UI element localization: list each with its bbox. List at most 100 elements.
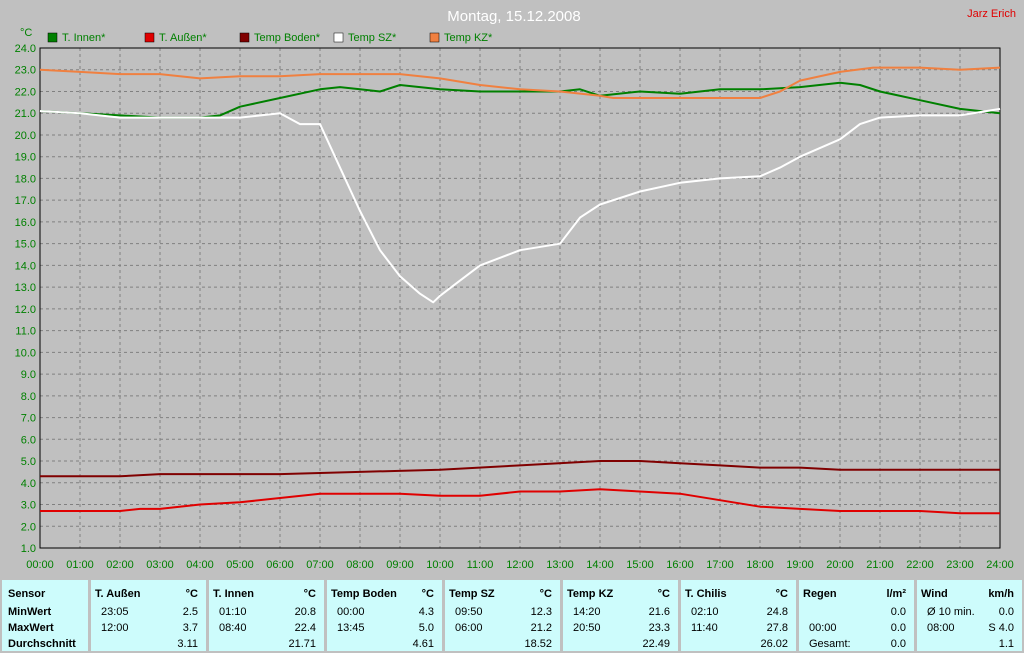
y-tick-label: 10.0: [15, 347, 36, 359]
stats-max-value: 21.2: [530, 622, 552, 634]
stats-max-value: S 4.0: [988, 622, 1014, 634]
x-tick-label: 04:00: [186, 559, 214, 571]
stats-max-time: 12:00: [101, 622, 129, 634]
legend-label: T. Außen*: [159, 32, 207, 44]
stats-sensor-header: Sensor: [8, 588, 46, 600]
stats-average: 22.49: [642, 638, 670, 650]
x-tick-label: 14:00: [586, 559, 614, 571]
stats-max-value: 5.0: [418, 622, 434, 634]
stats-column-header: Temp KZ: [567, 588, 614, 600]
stats-max-value: 27.8: [766, 622, 788, 634]
legend-swatch: [47, 32, 58, 43]
x-tick-label: 02:00: [106, 559, 134, 571]
legend: T. Innen* T. Außen* Temp Boden* Temp SZ* Tem…: [47, 32, 493, 44]
stats-min-time: 23:05: [101, 606, 129, 618]
stats-average: 4.61: [412, 638, 434, 650]
series-line-2: [40, 460, 1000, 478]
stats-column: Regen l/m² 0.0 00:00 0.0 Gesamt: 0.0: [799, 580, 914, 651]
legend-label: Temp Boden*: [254, 32, 321, 44]
x-tick-label: 13:00: [546, 559, 574, 571]
legend-label: T. Innen*: [62, 32, 106, 44]
y-tick-label: 22.0: [15, 86, 36, 98]
x-tick-label: 23:00: [946, 559, 974, 571]
stats-sensor-column: Sensor MinWert MaxWert Durchschnitt: [2, 580, 88, 651]
stats-column: T. Chilis °C 02:10 24.8 11:40 27.8 26.02: [681, 580, 796, 651]
stats-min-time: 01:10: [219, 606, 247, 618]
stats-column: Temp KZ °C 14:20 21.6 20:50 23.3 22.49: [563, 580, 678, 651]
stats-column-header: Temp SZ: [449, 588, 495, 600]
y-tick-label: 9.0: [21, 369, 36, 381]
stats-column: Temp SZ °C 09:50 12.3 06:00 21.2 18.52: [445, 580, 560, 651]
stats-max-time: 00:00: [809, 622, 837, 634]
x-tick-label: 05:00: [226, 559, 254, 571]
chart-title: Montag, 15.12.2008: [447, 8, 580, 25]
y-tick-label: 24.0: [15, 43, 36, 55]
stats-min-value: 21.6: [648, 606, 670, 618]
x-tick-label: 21:00: [866, 559, 894, 571]
x-tick-label: 11:00: [467, 559, 494, 571]
x-tick-label: 17:00: [706, 559, 734, 571]
x-tick-label: 08:00: [346, 559, 374, 571]
series-line-1: [40, 488, 1000, 515]
y-tick-label: 5.0: [21, 456, 36, 468]
stats-column: Temp Boden °C 00:00 4.3 13:45 5.0 4.61: [327, 580, 442, 651]
temperature-chart: Montag, 15.12.2008 Jarz Erich °C T. Inne…: [15, 8, 1016, 571]
y-tick-label: 11.0: [15, 326, 36, 338]
legend-swatch: [144, 32, 155, 43]
stats-max-time: 08:40: [219, 622, 247, 634]
stats-min-time: 02:10: [691, 606, 719, 618]
stats-max-time: 06:00: [455, 622, 483, 634]
y-tick-label: 17.0: [15, 195, 36, 207]
y-tick-label: 1.0: [21, 543, 36, 555]
stats-min-value: 0.0: [890, 606, 906, 618]
legend-swatch: [333, 32, 344, 43]
y-tick-label: 15.0: [15, 239, 36, 251]
stats-panel: Sensor MinWert MaxWert Durchschnitt T. A…: [0, 578, 1024, 653]
stats-min-value: 4.3: [418, 606, 434, 618]
grid: [40, 48, 1000, 548]
stats-column-unit: °C: [185, 588, 198, 600]
series-line-4: [39, 66, 1001, 99]
legend-swatch: [239, 32, 250, 43]
x-tick-label: 19:00: [786, 559, 814, 571]
stats-min-value: 0.0: [998, 606, 1014, 618]
stats-column-unit: °C: [421, 588, 434, 600]
y-tick-label: 2.0: [21, 521, 36, 533]
stats-column-header: T. Innen: [213, 588, 254, 600]
stats-average: 18.52: [524, 638, 552, 650]
stats-column-unit: °C: [775, 588, 788, 600]
stats-min-time: 14:20: [573, 606, 601, 618]
stats-min-value: 24.8: [766, 606, 788, 618]
x-tick-label: 24:00: [986, 559, 1014, 571]
stats-max-value: 23.3: [648, 622, 670, 634]
x-tick-label: 18:00: [746, 559, 774, 571]
stats-row-label-min: MinWert: [8, 606, 52, 618]
series-lines: [39, 66, 1001, 515]
stats-min-time: Ø 10 min.: [927, 606, 975, 618]
plot-frame: [39, 47, 1001, 549]
y-tick-label: 7.0: [21, 413, 36, 425]
stats-column-header: Regen: [803, 588, 837, 600]
stats-column-unit: km/h: [988, 588, 1014, 600]
y-tick-label: 13.0: [15, 282, 36, 294]
x-tick-label: 06:00: [266, 559, 294, 571]
x-tick-label: 10:00: [426, 559, 454, 571]
stats-min-time: 00:00: [337, 606, 365, 618]
y-tick-label: 20.0: [15, 130, 36, 142]
stats-row-label-max: MaxWert: [8, 622, 54, 634]
stats-row-label-avg: Durchschnitt: [8, 638, 76, 650]
y-tick-label: 23.0: [15, 65, 36, 77]
legend-swatch: [429, 32, 440, 43]
stats-column-header: T. Chilis: [685, 588, 727, 600]
stats-average: 21.71: [288, 638, 316, 650]
x-tick-label: 16:00: [666, 559, 694, 571]
stats-max-time: 13:45: [337, 622, 365, 634]
stats-max-value: 22.4: [294, 622, 316, 634]
y-tick-label: 19.0: [15, 152, 36, 164]
author-label: Jarz Erich: [967, 8, 1016, 20]
stats-column-unit: °C: [303, 588, 316, 600]
series-line-0: [39, 81, 1001, 119]
y-tick-label: 21.0: [15, 108, 36, 120]
y-tick-label: 12.0: [15, 304, 36, 316]
stats-avg-label: Gesamt:: [809, 638, 851, 650]
